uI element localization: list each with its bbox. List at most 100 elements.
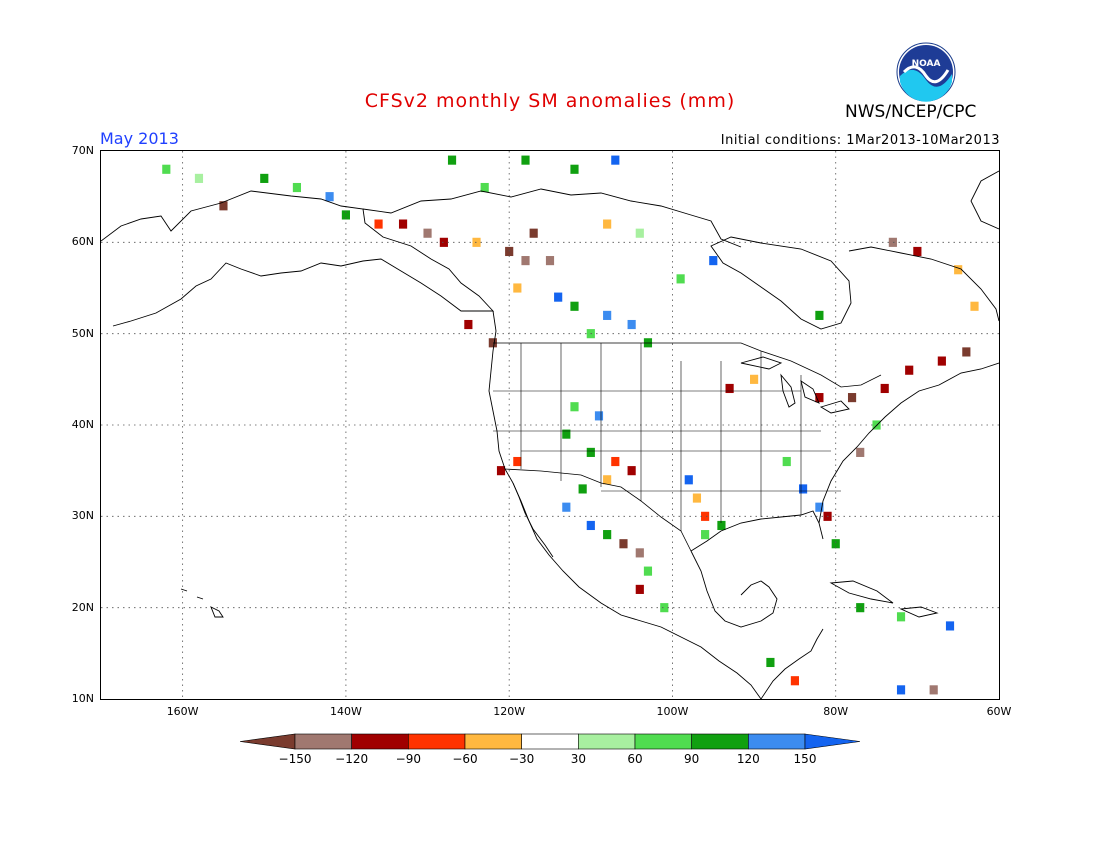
anomaly-cell (603, 219, 612, 229)
anomaly-cell (709, 256, 718, 266)
anomaly-cell (660, 603, 669, 613)
colorbar-swatch (634, 733, 692, 750)
anomaly-cell (194, 173, 204, 183)
lat-tick-label: 30N (71, 509, 94, 523)
anomaly-cell (398, 219, 408, 229)
anomaly-cell (488, 338, 497, 348)
lat-tick-label: 50N (71, 326, 94, 340)
noaa-logo: NOAA (896, 42, 956, 102)
colorbar-tick-label: 120 (736, 752, 760, 766)
anomaly-cell (594, 411, 604, 421)
state-lines (493, 343, 841, 531)
anomaly-cell (570, 301, 579, 311)
colorbar-swatch (578, 733, 636, 750)
anomaly-cell (676, 274, 685, 284)
anomaly-cell (260, 173, 269, 183)
anomaly-cell (627, 319, 636, 330)
mexico-west-coast (512, 482, 762, 699)
anomaly-cell (929, 685, 938, 695)
anomaly-cell (578, 484, 587, 494)
lon-tick-label: 100W (656, 705, 689, 718)
anomaly-cell (905, 365, 914, 375)
anomaly-cell (570, 164, 579, 174)
anomaly-cell (798, 484, 808, 494)
anomaly-cell (635, 548, 644, 558)
anomaly-cell (954, 265, 963, 275)
lon-tick-label: 120W (493, 705, 526, 718)
forecast-month: May 2013 (100, 129, 179, 148)
colorbar-tick-label: −120 (335, 752, 369, 766)
anomaly-cell (888, 237, 897, 247)
anomaly-cell (896, 685, 906, 695)
labrador-coast (848, 246, 999, 322)
cuba (829, 580, 894, 604)
us-canada-border (493, 342, 882, 388)
anomaly-cell (619, 539, 628, 549)
lat-tick-label: 70N (71, 144, 94, 157)
graticule (101, 151, 999, 699)
anomaly-cell (913, 246, 922, 257)
anomaly-cell (880, 383, 889, 394)
map-panel (100, 150, 1000, 700)
lon-tick-label: 140W (329, 705, 362, 718)
anomaly-cell (447, 155, 457, 165)
colorbar-swatch (691, 733, 749, 750)
anomaly-cell (701, 530, 710, 540)
lat-tick-label: 60N (71, 235, 94, 249)
initial-conditions: Initial conditions: 1Mar2013-10Mar2013 (720, 133, 1000, 148)
arctic-coast (362, 188, 742, 248)
gulf-north-coast (690, 510, 824, 552)
anomaly-cell (701, 511, 710, 521)
anomaly-cell (627, 466, 636, 476)
alaska-coast (101, 190, 495, 327)
hispaniola (899, 606, 939, 618)
anomaly-cell (962, 347, 971, 357)
baja (512, 482, 554, 558)
anomaly-cells (162, 155, 979, 695)
colorbar-swatch (408, 733, 466, 750)
anomaly-cell (815, 393, 824, 403)
anomaly-cell (513, 283, 522, 293)
anomaly-cell (292, 182, 302, 193)
anomaly-cell (529, 228, 538, 238)
anomaly-cell (603, 310, 612, 320)
anomaly-cell (635, 584, 644, 594)
colorbar-swatch (240, 733, 296, 750)
anomaly-cell (847, 393, 857, 403)
anomaly-cell (643, 566, 653, 576)
colorbar-swatch (294, 733, 352, 750)
gulf-coast (690, 550, 778, 628)
organization-label: NWS/NCEP/CPC (845, 102, 977, 122)
lat-tick-label: 40N (71, 418, 94, 431)
anomaly-cell (513, 456, 522, 467)
anomaly-cell (945, 621, 955, 631)
anomaly-cell (831, 539, 840, 549)
colorbar-tick-label: 30 (570, 752, 586, 766)
anomaly-cell (815, 502, 824, 512)
anomaly-cell (750, 374, 759, 384)
anomaly-cell (896, 612, 906, 622)
anomaly-cell (374, 219, 383, 229)
colorbar-swatch (748, 733, 806, 750)
pacific-coast (488, 310, 514, 484)
colorbar-tick-label: −150 (278, 752, 312, 766)
colorbar-tick-label: −90 (395, 752, 421, 766)
anomaly-cell (480, 182, 489, 193)
anomaly-cell (496, 466, 506, 476)
anomaly-cell (325, 192, 334, 202)
hudson-bay (710, 236, 852, 330)
anomaly-cell (782, 456, 791, 467)
atlantic-coast (818, 362, 999, 524)
colorbar-tick-label: 60 (627, 752, 643, 766)
great-lakes (740, 356, 850, 414)
anomaly-cell (472, 237, 481, 247)
central-america (760, 628, 824, 699)
anomaly-cell (717, 520, 726, 531)
anomaly-cell (162, 164, 171, 174)
greenland-edge (970, 170, 999, 230)
anomaly-cell (545, 256, 555, 266)
anomaly-cell (635, 228, 644, 238)
anomaly-cell (586, 520, 595, 531)
anomaly-cell (970, 301, 979, 311)
colorbar-swatch (804, 733, 860, 750)
